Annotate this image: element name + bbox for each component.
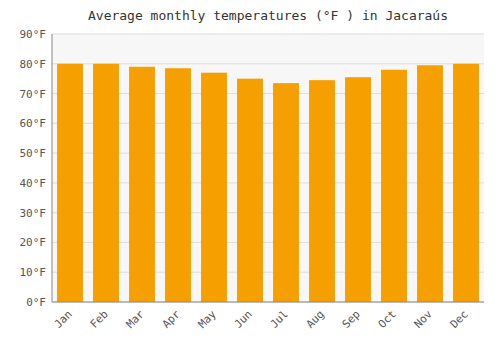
x-tick-label: Dec xyxy=(448,308,471,331)
bar xyxy=(381,70,407,302)
y-tick-labels: 0°F 10°F 20°F 30°F 40°F 50°F 60°F 70°F 80°F 90°F xyxy=(20,28,47,309)
x-axis-line xyxy=(52,302,484,303)
y-tick-label: 60°F xyxy=(20,117,47,130)
y-axis-line xyxy=(52,34,53,302)
x-tick-labels: Jan Feb Mar Apr May Jun Jul Aug Sep Oct Nov Dec xyxy=(52,307,471,331)
y-tick-label: 20°F xyxy=(20,236,47,249)
x-tick-label: May xyxy=(196,307,220,331)
y-tick-label: 40°F xyxy=(20,177,47,190)
x-tick-label: Mar xyxy=(124,307,148,331)
title: Average monthly temperatures (°F ) in Ja… xyxy=(88,8,448,23)
bar xyxy=(165,68,191,302)
bar xyxy=(57,64,83,302)
bar xyxy=(309,80,335,302)
y-tick-label: 30°F xyxy=(20,207,47,220)
y-tick-label: 10°F xyxy=(20,266,47,279)
x-tick-label: Apr xyxy=(160,307,184,331)
grid-line xyxy=(52,34,484,35)
page: {"chart_data": {"type": "bar", "title": … xyxy=(0,0,500,350)
chart-svg: 0°F 10°F 20°F 30°F 40°F 50°F 60°F 70°F 80°F 90°F J… xyxy=(0,0,500,350)
bar xyxy=(237,79,263,302)
y-tick-label: 90°F xyxy=(20,28,47,41)
x-tick-label: Jan xyxy=(52,308,75,331)
bar xyxy=(273,83,299,302)
bar xyxy=(201,73,227,302)
x-tick-label: Sep xyxy=(340,308,363,331)
grid xyxy=(52,34,484,302)
grid-line xyxy=(52,302,484,303)
x-tick-label: Nov xyxy=(412,307,436,331)
bar xyxy=(129,67,155,302)
plot-background xyxy=(52,34,484,302)
x-tick-label: Jun xyxy=(232,308,255,331)
bar xyxy=(453,64,479,302)
chart-container: 0°F 10°F 20°F 30°F 40°F 50°F 60°F 70°F 80°F 90°F J… xyxy=(0,0,500,350)
y-tick-label: 50°F xyxy=(20,147,47,160)
y-tick-label: 70°F xyxy=(20,88,47,101)
x-tick-label: Jul xyxy=(268,308,291,331)
bar xyxy=(417,65,443,302)
x-tick-label: Feb xyxy=(88,308,111,331)
bar xyxy=(345,77,371,302)
x-tick-label: Aug xyxy=(304,308,327,331)
bars xyxy=(57,64,479,302)
y-tick-label: 80°F xyxy=(20,58,47,71)
y-tick-label: 0°F xyxy=(26,296,46,309)
bar xyxy=(93,64,119,302)
x-tick-label: Oct xyxy=(376,308,399,331)
